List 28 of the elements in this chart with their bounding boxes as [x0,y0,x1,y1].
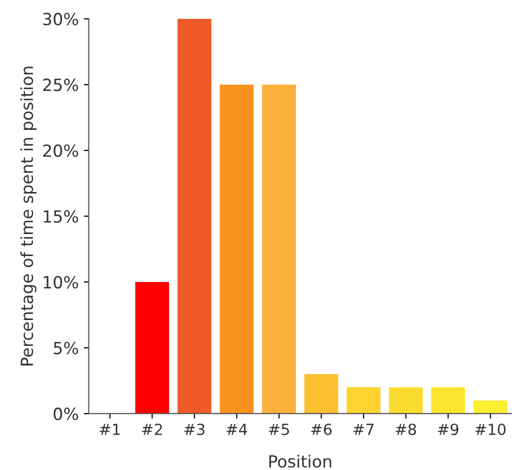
bar [220,84,254,414]
bar [135,282,170,414]
x-tick-label: #3 [184,424,204,436]
y-tick-label: 10% [44,276,78,289]
bar [388,387,423,414]
x-tick-label: #4 [226,424,248,435]
x-tick-label: #2 [142,424,162,435]
x-axis-title: Position [269,454,332,468]
x-tick-label: #7 [353,424,374,435]
bar [178,18,212,414]
x-tick-label: #8 [396,424,416,436]
y-tick-label: 5% [54,342,78,354]
y-tick-label: 0% [54,408,78,420]
y-axis-title: Percentage of time spent in position [20,66,36,366]
x-tick-label: #6 [311,424,332,436]
bar [474,400,508,414]
y-tick-label: 15% [44,210,78,223]
x-tick-label: #5 [268,424,289,436]
x-tick-label: #9 [438,424,458,436]
bar [304,374,338,414]
x-tick-label: #1 [100,424,120,435]
bar [262,84,296,414]
bar [346,387,380,414]
y-tick-label: 30% [43,12,78,26]
bar [431,387,466,414]
x-tick-label: #10 [475,424,506,436]
y-tick-label: 20% [43,144,78,157]
y-tick-label: 25% [43,78,78,92]
